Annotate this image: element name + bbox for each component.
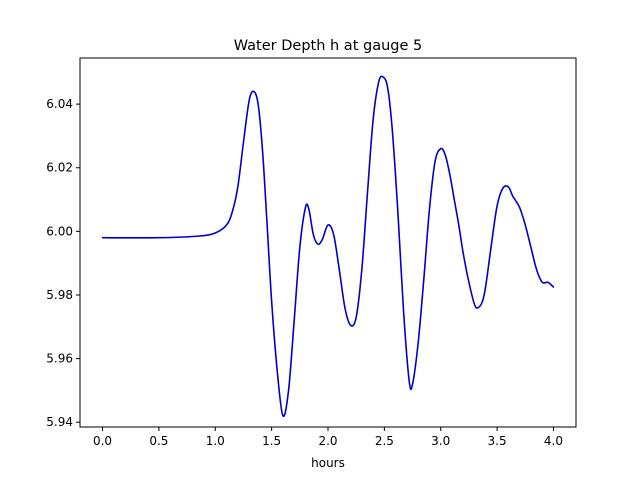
- x-tick-label: 0.5: [149, 434, 168, 448]
- x-tick-label: 2.5: [375, 434, 394, 448]
- x-tick-label: 0.0: [93, 434, 112, 448]
- x-axis-label: hours: [311, 456, 345, 470]
- x-tick-label: 1.0: [206, 434, 225, 448]
- y-tick-label: 5.96: [46, 352, 73, 366]
- y-tick-label: 6.00: [46, 224, 73, 238]
- plot-area: [101, 75, 555, 418]
- y-tick-label: 6.04: [46, 97, 73, 111]
- y-tick-label: 6.02: [46, 161, 73, 175]
- series-line-water-depth: [101, 75, 555, 418]
- x-tick-label: 3.0: [431, 434, 450, 448]
- x-axis: 0.0 0.5 1.0 1.5 2.0 2.5 3.0 3.5 4.0: [93, 427, 563, 448]
- y-tick-label: 5.94: [46, 415, 73, 429]
- x-tick-label: 3.5: [488, 434, 507, 448]
- x-tick-label: 1.5: [262, 434, 281, 448]
- y-axis: 5.94 5.96 5.98 6.00 6.02 6.04: [46, 97, 80, 429]
- x-tick-label: 4.0: [544, 434, 563, 448]
- x-tick-label: 2.0: [318, 434, 337, 448]
- y-tick-label: 5.98: [46, 288, 73, 302]
- chart-title: Water Depth h at gauge 5: [234, 38, 422, 54]
